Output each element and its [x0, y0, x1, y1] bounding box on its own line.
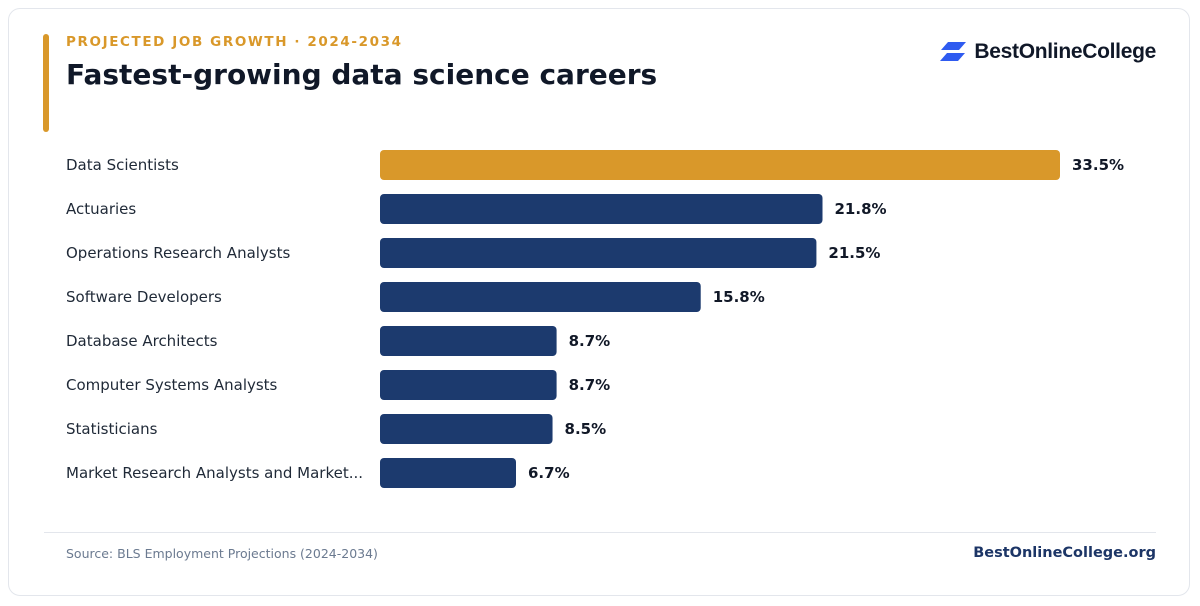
- category-label: Actuaries: [66, 200, 136, 218]
- bar: [380, 458, 516, 488]
- value-label: 8.7%: [569, 376, 611, 394]
- bar: [380, 414, 553, 444]
- value-label: 21.5%: [828, 244, 880, 262]
- bar: [380, 150, 1060, 180]
- brand-logo: BestOnlineCollege: [940, 40, 1156, 64]
- site-link[interactable]: BestOnlineCollege.org: [973, 545, 1156, 561]
- bar: [380, 282, 701, 312]
- stacked-parallelogram-icon: [940, 42, 967, 62]
- bar: [380, 238, 817, 268]
- value-label: 21.8%: [835, 200, 887, 218]
- value-label: 6.7%: [528, 464, 570, 482]
- category-label: Data Scientists: [66, 156, 179, 174]
- brand-name: BestOnlineCollege: [974, 40, 1156, 63]
- category-label: Market Research Analysts and Market...: [66, 464, 363, 482]
- source-note: Source: BLS Employment Projections (2024…: [66, 546, 378, 561]
- category-label: Statisticians: [66, 420, 158, 438]
- bar: [380, 326, 557, 356]
- category-label: Software Developers: [66, 288, 222, 306]
- category-label: Computer Systems Analysts: [66, 376, 278, 394]
- bar: [380, 194, 823, 224]
- category-label: Operations Research Analysts: [66, 244, 291, 262]
- value-label: 15.8%: [713, 288, 765, 306]
- category-label: Database Architects: [66, 332, 218, 350]
- title-accent-bar: [43, 34, 49, 132]
- chart-title: Fastest-growing data science careers: [66, 58, 658, 91]
- value-label: 8.7%: [569, 332, 611, 350]
- value-label: 8.5%: [565, 420, 607, 438]
- bar: [380, 370, 557, 400]
- footer-divider: [44, 532, 1156, 533]
- value-label: 33.5%: [1072, 156, 1124, 174]
- eyebrow-label: PROJECTED JOB GROWTH · 2024-2034: [66, 34, 403, 50]
